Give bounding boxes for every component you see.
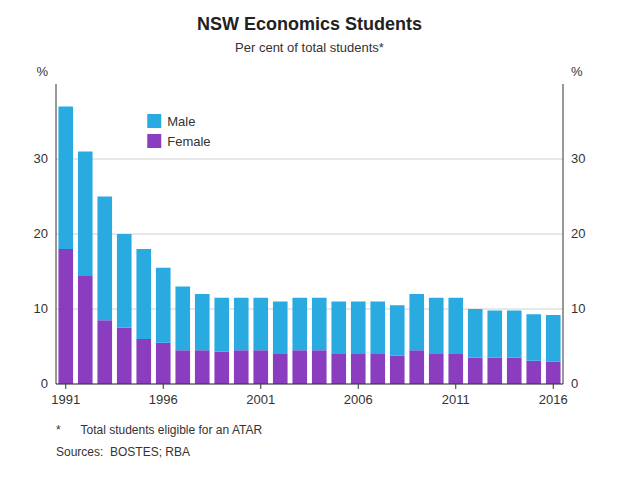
bar [273,302,288,355]
bar [156,343,171,384]
y2-axis-label: % [571,64,583,79]
bar [78,152,93,276]
legend-label: Female [167,134,210,149]
y-axis-line [56,84,57,384]
footnote: * Total students eligible for an ATAR [56,423,262,437]
bar [331,354,346,384]
title: NSW Economics Students [197,14,422,34]
bar [448,298,463,354]
bar [390,305,405,355]
bar [429,354,444,384]
bar [292,350,307,384]
x-tick-label: 1996 [149,392,178,407]
x-tick-label: 2006 [344,392,373,407]
bar [214,298,229,352]
y-tick-label: 20 [34,226,48,241]
bar [58,249,73,384]
bar [156,268,171,343]
bar [273,354,288,384]
bar [390,356,405,385]
chart: NSW Economics Students Per cent of total … [0,0,619,488]
bar [78,275,93,384]
bar [409,350,424,384]
y-tick-label: 30 [34,151,48,166]
bars [58,107,560,385]
x-tick [65,384,66,389]
x-tick [358,384,359,389]
bar [97,320,112,384]
bar [117,328,132,384]
x-tick [455,384,456,389]
y2-tick-label: 20 [571,226,585,241]
bar [507,358,522,384]
bar [468,309,483,358]
bar [468,358,483,384]
grid-line [56,384,563,385]
bar [448,354,463,384]
legend-label: Male [167,114,195,129]
bar [312,298,327,351]
footnote: Sources: BOSTES; RBA [56,445,190,459]
bar [487,358,502,384]
bar [58,107,73,250]
x-tick-label: 2011 [442,392,470,407]
bar [292,298,307,351]
y-tick-label: 0 [41,376,48,391]
bar [331,302,346,355]
bar [546,315,561,362]
bar [214,352,229,384]
grid-line [56,159,563,160]
bar [136,339,151,384]
grid-line [56,309,563,310]
y2-tick-label: 10 [571,301,585,316]
bar [175,350,190,384]
y2-tick-label: 30 [571,151,585,166]
bar [546,362,561,385]
x-tick [553,384,554,389]
bar [487,311,502,358]
bar [234,350,249,384]
bar [136,249,151,339]
bar [97,197,112,321]
subtitle: Per cent of total students* [235,40,384,55]
bar [409,294,424,350]
x-tick-label: 2001 [246,392,275,407]
y-axis-label: % [36,64,48,79]
y-tick-label: 10 [34,301,48,316]
bar [312,350,327,384]
x-axis-line [56,384,563,385]
bar [370,354,385,384]
bar [253,350,268,384]
bar [370,302,385,355]
y2-axis-line [563,84,564,384]
legend-swatch [147,114,161,128]
bar [175,287,190,351]
bar [351,302,366,355]
bar [253,298,268,351]
grid [56,159,563,384]
bar [526,361,541,384]
bar [117,234,132,328]
bar [351,354,366,384]
legend: Male Female [147,114,210,149]
bar [429,298,444,354]
x-tick [163,384,164,389]
bar [526,314,541,361]
x-tick [260,384,261,389]
bar [234,298,249,351]
x-tick-label: 1991 [51,392,80,407]
x-tick-label: 2016 [539,392,568,407]
bar [195,350,210,384]
grid-line [56,234,563,235]
legend-swatch [147,134,161,148]
bar [195,294,210,350]
y2-tick-label: 0 [571,376,578,391]
bar [507,311,522,358]
